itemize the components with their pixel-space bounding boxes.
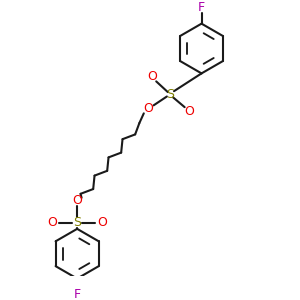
Text: O: O xyxy=(47,216,57,229)
Text: S: S xyxy=(167,88,174,101)
Text: O: O xyxy=(184,105,194,118)
Text: O: O xyxy=(97,216,107,229)
Text: O: O xyxy=(147,70,157,83)
Text: F: F xyxy=(198,1,205,14)
Text: S: S xyxy=(73,216,81,229)
Text: O: O xyxy=(143,102,153,116)
Text: F: F xyxy=(74,288,81,300)
Text: O: O xyxy=(72,194,82,207)
